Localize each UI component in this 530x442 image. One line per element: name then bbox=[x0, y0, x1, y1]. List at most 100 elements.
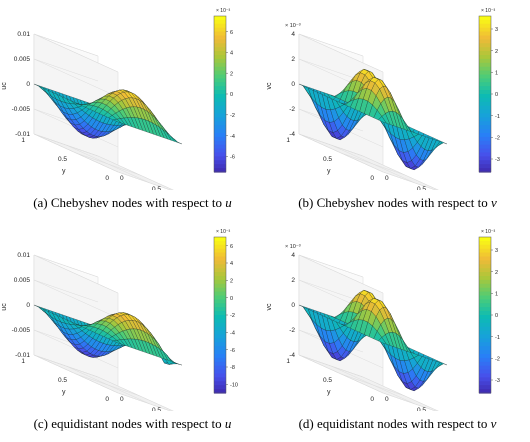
z-tick-label: 0.01 bbox=[17, 31, 30, 38]
colorbar-segment bbox=[479, 144, 491, 150]
colorbar-segment bbox=[479, 152, 491, 157]
y-tick-label: 1 bbox=[21, 358, 25, 365]
colorbar-segment bbox=[479, 381, 491, 386]
colorbar-segment bbox=[479, 252, 491, 258]
grid-line bbox=[33, 254, 99, 278]
colorbar-segment bbox=[214, 97, 226, 103]
z-exponent: × 10⁻³ bbox=[285, 244, 301, 250]
colorbar-segment bbox=[479, 248, 491, 254]
grid-line bbox=[340, 152, 406, 176]
colorbar-segment bbox=[479, 23, 491, 29]
colorbar-tick-label: -10 bbox=[230, 383, 238, 389]
grid-line bbox=[97, 155, 174, 190]
grid-line bbox=[33, 58, 99, 82]
caption-variable: u bbox=[224, 416, 232, 431]
z-tick-label: -2 bbox=[289, 106, 295, 113]
colorbar-segment bbox=[479, 315, 491, 320]
colorbar-segment bbox=[479, 268, 491, 273]
colorbar-segment bbox=[479, 244, 491, 250]
colorbar-tick-label: 4 bbox=[230, 261, 233, 267]
colorbar-segment bbox=[479, 330, 491, 336]
colorbar-tick-label: 1 bbox=[495, 292, 498, 298]
surface-plot-a: 00.51x00.51y-0.01-0.00500.0050.01uc6420-… bbox=[1, 8, 235, 190]
colorbar-segment bbox=[214, 350, 226, 355]
colorbar-tick-label: 2 bbox=[230, 71, 233, 77]
z-tick-label: 0 bbox=[291, 81, 295, 88]
y-axis-label: y bbox=[62, 168, 66, 175]
z-tick-label: -4 bbox=[289, 352, 295, 359]
colorbar-segment bbox=[214, 326, 226, 332]
caption-label: (b) bbox=[298, 195, 314, 210]
caption-text: equidistant nodes with respect to bbox=[316, 416, 488, 431]
colorbar-segment bbox=[479, 160, 491, 165]
z-axis-label: uc bbox=[1, 82, 8, 90]
colorbar-segment bbox=[214, 248, 226, 254]
colorbar-segment bbox=[479, 338, 491, 343]
z-axis-label: vc bbox=[266, 303, 273, 311]
colorbar-segment bbox=[479, 350, 491, 355]
surface bbox=[33, 83, 183, 145]
colorbar-segment bbox=[214, 70, 226, 76]
colorbar-segment bbox=[214, 113, 226, 118]
grid-line bbox=[33, 354, 99, 378]
colorbar-segment bbox=[479, 86, 491, 91]
colorbar-segment bbox=[479, 237, 491, 242]
colorbar-segment bbox=[479, 354, 491, 359]
caption-variable: u bbox=[225, 195, 232, 210]
colorbar-segment bbox=[214, 164, 226, 169]
colorbar-segment bbox=[479, 377, 491, 382]
colorbar-segment bbox=[214, 237, 226, 242]
colorbar-segment bbox=[479, 164, 491, 169]
colorbar-segment bbox=[479, 283, 491, 289]
colorbar-segment bbox=[479, 346, 491, 351]
colorbar-segment bbox=[214, 291, 226, 297]
colorbar-segment bbox=[214, 55, 226, 60]
colorbar-segment bbox=[214, 117, 226, 122]
colorbar-segment bbox=[214, 152, 226, 157]
caption-variable: v bbox=[490, 416, 497, 431]
colorbar-tick-label: 4 bbox=[230, 51, 233, 57]
colorbar-segment bbox=[214, 109, 226, 115]
x-tick-label: 0 bbox=[385, 396, 389, 403]
y-tick-label: 0 bbox=[370, 396, 374, 403]
colorbar-segment bbox=[479, 35, 491, 40]
colorbar-segment bbox=[214, 385, 226, 390]
colorbar-segment bbox=[214, 272, 226, 277]
colorbar-segment bbox=[479, 318, 491, 324]
colorbar-tick-label: -3 bbox=[495, 157, 500, 163]
colorbar-segment bbox=[214, 105, 226, 111]
z-exponent: × 10⁻³ bbox=[285, 23, 301, 29]
z-tick-label: 2 bbox=[291, 56, 295, 63]
colorbar-segment bbox=[214, 23, 226, 29]
colorbar-segment bbox=[214, 299, 226, 304]
surface-patch bbox=[173, 362, 183, 366]
y-tick-label: 0 bbox=[105, 396, 109, 403]
surface-patch bbox=[438, 362, 448, 367]
colorbar-segment bbox=[214, 74, 226, 79]
grid-line bbox=[298, 254, 364, 278]
grid-line bbox=[33, 58, 119, 98]
surface bbox=[298, 68, 448, 171]
colorbar-tick-label: -4 bbox=[230, 331, 235, 337]
colorbar-segment bbox=[214, 43, 226, 48]
caption-text: Chebyshev nodes with respect to bbox=[316, 195, 488, 210]
z-tick-label: 4 bbox=[291, 31, 295, 38]
grid-line bbox=[362, 376, 439, 411]
y-tick-label: 0.5 bbox=[323, 156, 332, 163]
colorbar-segment bbox=[479, 365, 491, 371]
colorbar-segment bbox=[214, 31, 226, 37]
colorbar-segment bbox=[479, 307, 491, 312]
colorbar-segment bbox=[479, 125, 491, 130]
z-tick-label: -0.01 bbox=[15, 352, 30, 359]
colorbar-segment bbox=[214, 140, 226, 146]
colorbar-tick-label: 0 bbox=[230, 296, 233, 302]
colorbar-segment bbox=[214, 51, 226, 56]
caption-d: (d) equidistant nodes with respect to v bbox=[265, 416, 530, 432]
caption-a: (a) Chebyshev nodes with respect to u bbox=[0, 195, 265, 211]
colorbar-segment bbox=[479, 322, 491, 328]
